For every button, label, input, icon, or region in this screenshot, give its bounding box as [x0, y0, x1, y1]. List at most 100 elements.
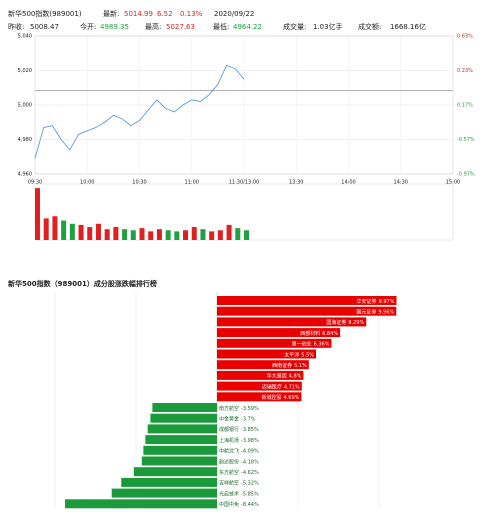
bar-label: 第一创业 6.36% [292, 340, 330, 347]
volume-bar [122, 229, 128, 240]
x-tick-label: 11:00 [185, 180, 199, 186]
bar [133, 467, 217, 477]
volume-bar [217, 230, 223, 240]
volume-bar [209, 231, 215, 240]
bar-label: 西南证券 5.1% [272, 362, 307, 369]
volume-bar [130, 230, 136, 240]
bar [217, 306, 397, 316]
value-label: 9.97% [379, 298, 395, 304]
bar-label: 吉祥航空 -5.32% [219, 479, 259, 486]
category-label: 中金黄金 [219, 415, 239, 422]
category-label: 第一创业 [292, 340, 312, 347]
volume-bar [148, 231, 154, 240]
change-pct: 0.13% [180, 10, 203, 18]
category-label: 东方航空 [219, 469, 239, 476]
volume-bar [104, 229, 110, 240]
category-label: 国元证券 [356, 308, 376, 315]
bar [145, 435, 217, 445]
y2-tick-label: -0.97% [457, 172, 475, 178]
x-tick-label: 09:30 [28, 180, 42, 186]
low: 4964.22 [233, 23, 262, 31]
category-label: 吉祥航空 [219, 479, 239, 486]
label: 最高: [145, 22, 161, 31]
y-tick-label: 4,960 [18, 172, 32, 178]
x-tick-label: 15:00 [446, 180, 460, 186]
bar-label: 中国中免 -8.44% [219, 501, 259, 508]
volume-bar [87, 227, 93, 240]
index-name: 新华500指数(989001) [8, 9, 82, 18]
bar-label: 国元证券 9.96% [356, 308, 394, 315]
volume-bar [52, 216, 58, 240]
category-label: 中国中免 [219, 501, 239, 508]
category-label: 西部材料 [300, 329, 320, 336]
bar-label: 迈瑞医疗 4.71% [262, 383, 300, 390]
bar [217, 338, 332, 348]
value-label: -8.44% [241, 502, 259, 508]
bar [217, 360, 309, 370]
value-label: -4.62% [241, 470, 259, 476]
bar [143, 445, 217, 455]
bar-label: 成都银行 -3.85% [219, 426, 259, 433]
bar-label: 韵达股份 -4.18% [219, 458, 259, 465]
bar-label: 华安证券 9.97% [357, 297, 395, 304]
value-label: 6.36% [314, 341, 330, 347]
bar-label: 东方航空 -4.62% [219, 469, 259, 476]
price-line [34, 64, 245, 159]
category-label: 国海证券 [326, 319, 346, 326]
value-label: -5.32% [241, 480, 259, 486]
label: 昨收: [8, 22, 24, 31]
bar-label: 西部材料 6.84% [300, 329, 338, 336]
y-tick-label: 5,040 [18, 34, 32, 40]
turnover: 1668.16亿 [390, 22, 426, 31]
x-tick-label: 14:30 [394, 180, 408, 186]
bar [217, 296, 397, 305]
bar [147, 424, 217, 434]
x-tick-label: 10:30 [132, 180, 146, 186]
value-label: 4.69% [284, 395, 300, 401]
value-label: 6.84% [322, 330, 338, 336]
category-label: 华安证券 [357, 297, 377, 304]
category-label: 上海机场 [219, 436, 239, 443]
bar [111, 488, 217, 498]
bar-label: 光启技术 -5.85% [219, 490, 259, 497]
value-label: 4.71% [284, 384, 300, 390]
bar-label: 太平洋 5.5% [284, 351, 314, 358]
category-label: 韵达股份 [219, 458, 239, 465]
volume-bar [183, 230, 189, 240]
value-label: -3.85% [241, 427, 259, 433]
label: 最新: [103, 9, 119, 18]
bar [141, 456, 217, 466]
volume-bar [61, 220, 67, 240]
label: 今开: [80, 22, 96, 31]
volume-bar [35, 188, 40, 240]
bar-label: 国海证券 8.29% [326, 319, 364, 326]
y2-tick-label: 0.17% [457, 103, 473, 109]
volume-bar [165, 230, 171, 240]
open: 4989.35 [100, 23, 129, 31]
volume-bar [69, 223, 75, 240]
category-label: 太平洋 [284, 351, 299, 358]
volume-bar [156, 229, 162, 240]
volume-bar [174, 231, 180, 240]
prev-close: 5008.47 [30, 23, 59, 31]
bar [121, 477, 217, 487]
category-label: 中航沈飞 [219, 447, 239, 454]
x-tick-label: 10:00 [80, 180, 94, 186]
volume-bar [235, 228, 241, 240]
category-label: 光启技术 [219, 490, 239, 497]
y2-tick-label: 0.23% [457, 68, 473, 74]
bar [217, 381, 302, 391]
bar [217, 349, 316, 359]
value-label: -3.7% [241, 416, 256, 422]
value-label: -5.85% [241, 491, 259, 497]
category-label: 华大基因 [267, 372, 287, 379]
x-tick-label: 13:30 [289, 180, 303, 186]
y-tick-label: 4,980 [18, 137, 32, 143]
category-label: 南方航空 [219, 404, 239, 411]
category-label: 新城控股 [262, 394, 282, 401]
value-label: -3.59% [241, 405, 259, 411]
label: 成交量: [283, 22, 306, 31]
y2-tick-label: -0.57% [457, 137, 475, 143]
bar-label: 华大基因 4.8% [267, 372, 302, 379]
